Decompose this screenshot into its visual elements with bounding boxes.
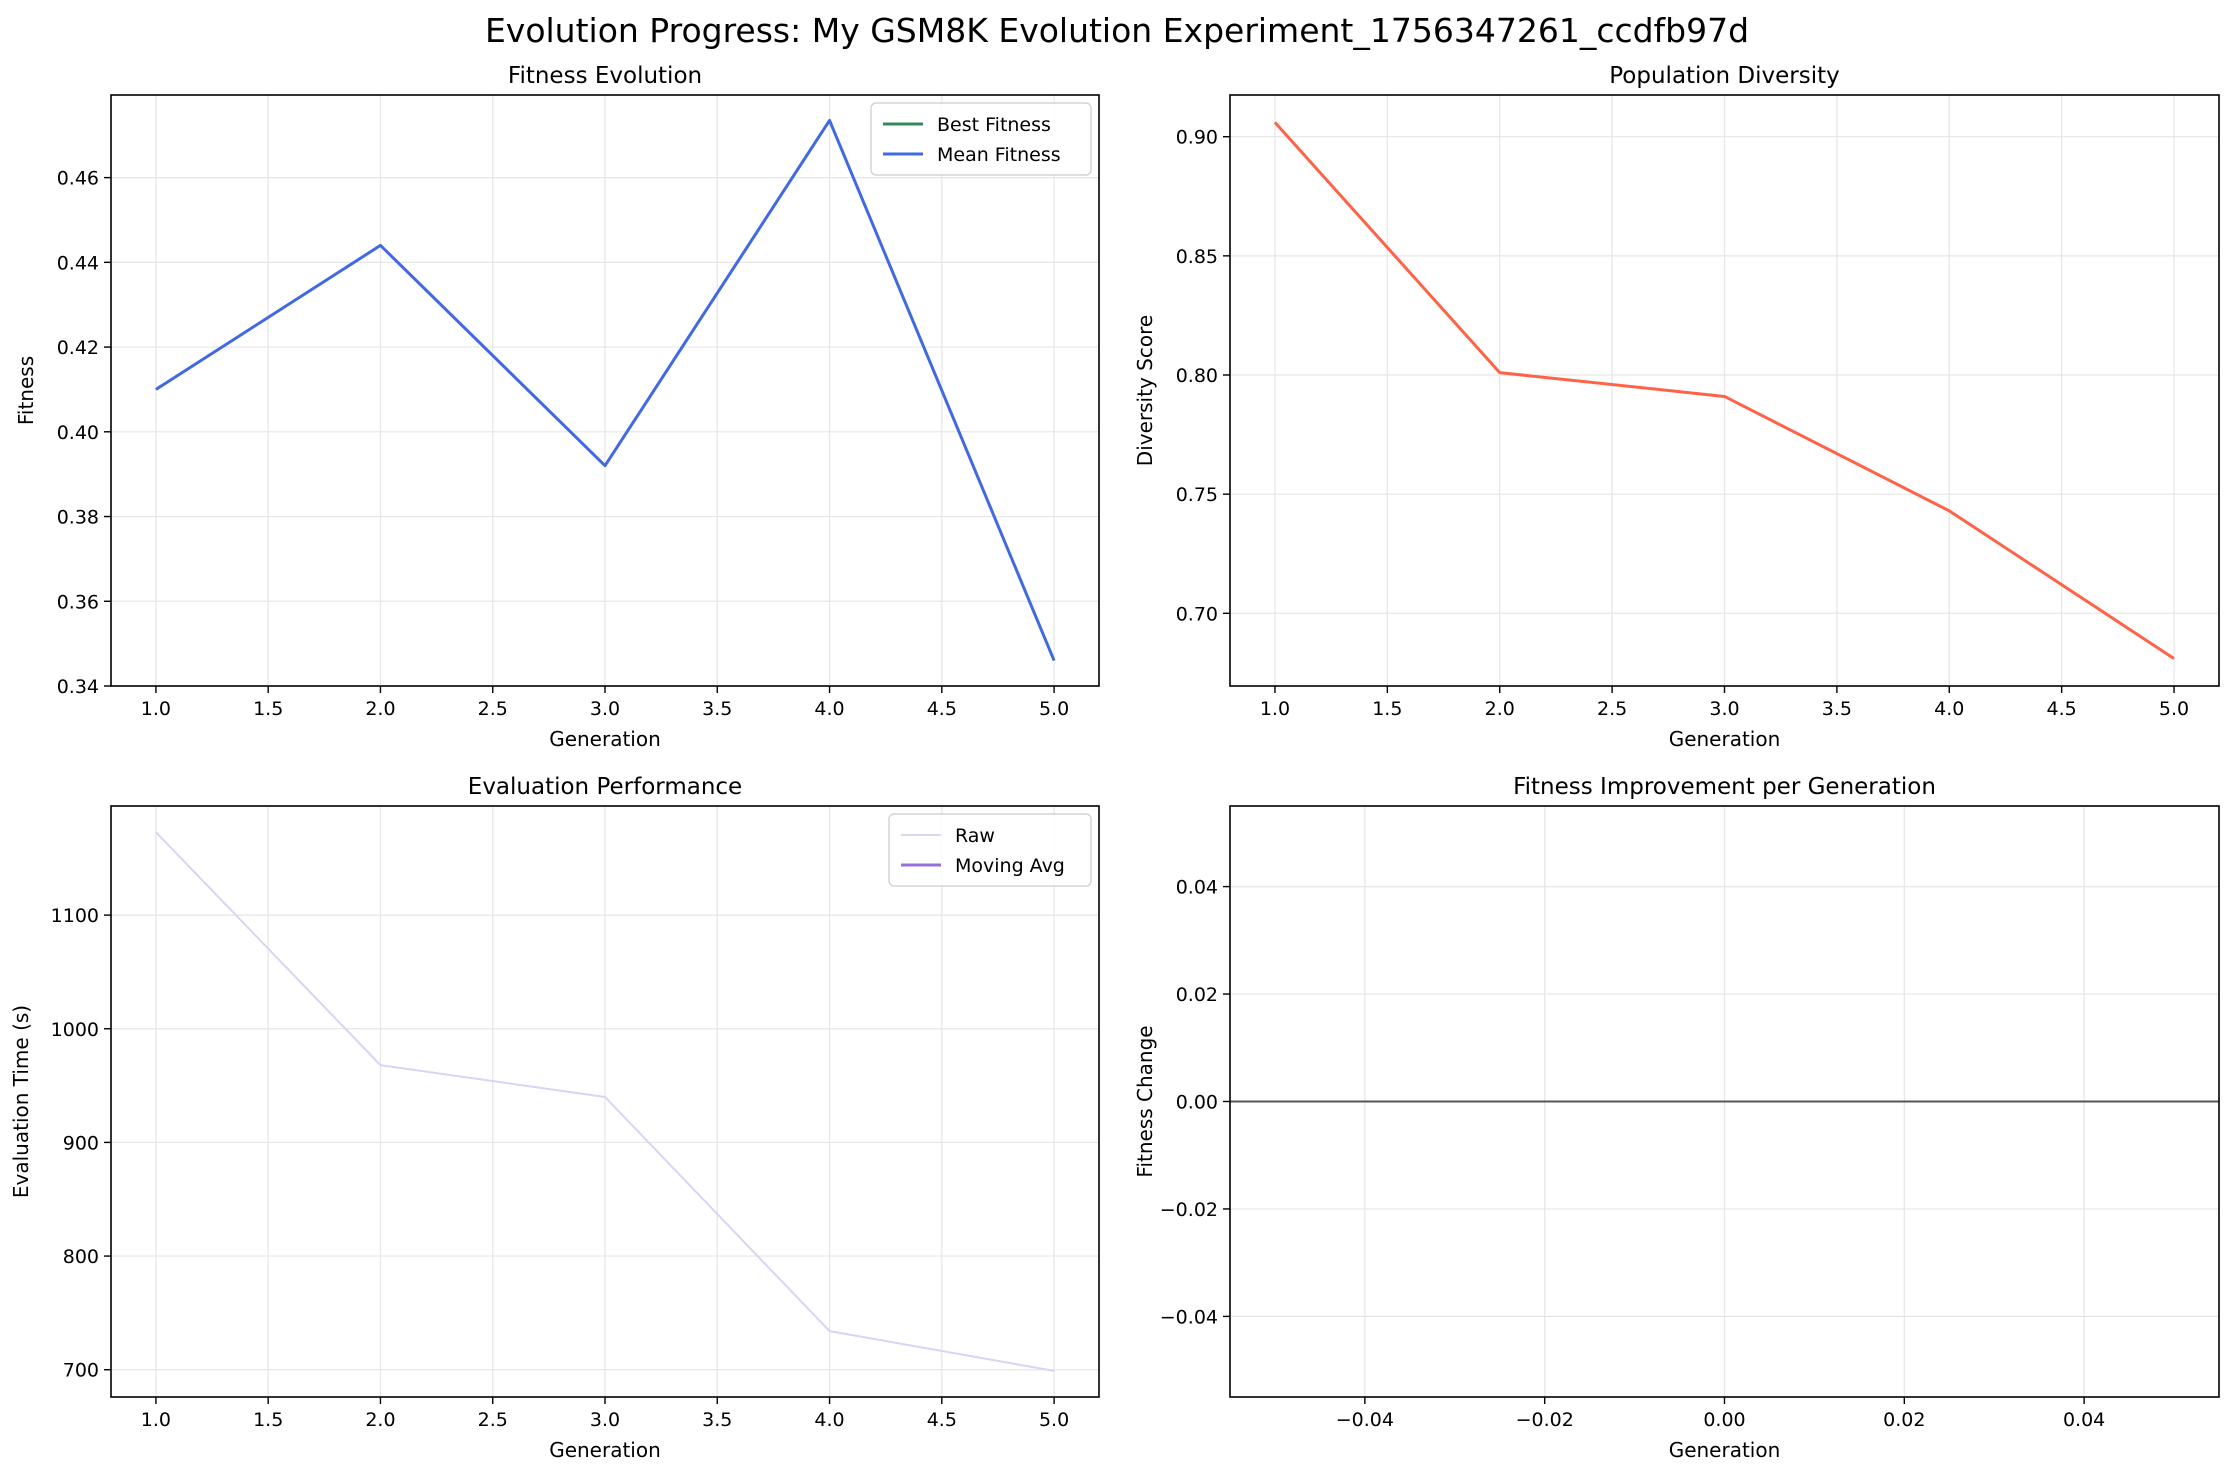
x-tick-label: 2.0 (365, 698, 395, 720)
y-tick-label: 0.00 (1176, 1092, 1218, 1114)
legend-box (870, 102, 1092, 176)
subplot-title: Population Diversity (1609, 63, 1839, 89)
x-tick-label: 4.0 (814, 1409, 844, 1431)
legend: Best Fitness Mean Fitness (870, 102, 1092, 176)
y-tick-label: 1000 (51, 1019, 99, 1041)
legend-label: Moving Avg (955, 855, 1065, 877)
x-tick-label: 1.0 (141, 698, 171, 720)
y-tick-label: 0.34 (57, 676, 99, 698)
x-tick-label: 3.0 (590, 1409, 620, 1431)
y-tick-label: 0.36 (57, 591, 99, 613)
x-axis-label: Generation (549, 1438, 661, 1462)
series-line-raw (155, 831, 1055, 1372)
y-tick-label: 0.40 (57, 422, 99, 444)
y-tick-label: 0.70 (1176, 603, 1218, 625)
y-tick-label: −0.04 (1160, 1306, 1218, 1328)
x-tick-label: −0.02 (1516, 1409, 1574, 1431)
legend-label: Best Fitness (937, 114, 1051, 136)
y-tick-label: 0.90 (1176, 127, 1218, 149)
y-tick-label: −0.02 (1160, 1199, 1218, 1221)
y-tick-label: 800 (63, 1246, 99, 1268)
x-tick-label: 4.0 (814, 698, 844, 720)
y-tick-label: 0.42 (57, 337, 99, 359)
legend-box (888, 813, 1092, 887)
y-tick-label: 0.38 (57, 507, 99, 529)
x-tick-label: 1.5 (253, 698, 283, 720)
y-tick-label: 0.44 (57, 252, 99, 274)
subplot-1: 1.0 1.5 2.0 2.5 3.0 3.5 4.0 4.5 5.0 0.34 0.36 0.38 0… (14, 63, 1100, 751)
x-tick-label: 5.0 (2159, 698, 2189, 720)
x-tick-label: 4.5 (927, 1409, 957, 1431)
subplot-title: Fitness Improvement per Generation (1513, 774, 1936, 800)
legend-label: Mean Fitness (937, 144, 1061, 166)
x-tick-label: 0.02 (1883, 1409, 1925, 1431)
y-axis-label: Fitness Change (1133, 1025, 1157, 1177)
legend: Raw Moving Avg (888, 813, 1092, 887)
y-axis-label: Diversity Score (1133, 315, 1157, 466)
x-tick-label: 2.0 (1485, 698, 1515, 720)
x-axis-label: Generation (1669, 1438, 1781, 1462)
x-tick-label: 5.0 (1039, 698, 1069, 720)
x-tick-label: 1.0 (141, 1409, 171, 1431)
figure-title: Evolution Progress: My GSM8K Evolution E… (485, 11, 1749, 50)
series-line-data (1273, 121, 2175, 660)
x-tick-label: −0.04 (1336, 1409, 1394, 1431)
x-tick-label: 3.0 (1709, 698, 1739, 720)
y-tick-label: 1100 (51, 905, 99, 927)
y-tick-label: 0.02 (1176, 984, 1218, 1006)
x-tick-label: 1.5 (1372, 698, 1402, 720)
subplot-title: Evaluation Performance (468, 774, 742, 800)
y-tick-label: 700 (63, 1360, 99, 1382)
x-axis-label: Generation (549, 727, 661, 751)
y-axis-label: Evaluation Time (s) (9, 1005, 33, 1198)
x-tick-label: 4.0 (1934, 698, 1964, 720)
x-tick-label: 1.5 (253, 1409, 283, 1431)
y-tick-label: 0.04 (1176, 877, 1218, 899)
x-tick-label: 1.0 (1260, 698, 1290, 720)
x-tick-label: 3.0 (590, 698, 620, 720)
x-tick-label: 2.5 (478, 1409, 508, 1431)
subplot-title: Fitness Evolution (508, 63, 702, 89)
x-tick-label: 3.5 (1822, 698, 1852, 720)
y-tick-label: 0.80 (1176, 365, 1218, 387)
y-tick-label: 900 (63, 1132, 99, 1154)
y-tick-label: 0.75 (1176, 484, 1218, 506)
y-tick-label: 0.85 (1176, 246, 1218, 268)
legend-label: Raw (955, 825, 995, 847)
x-tick-label: 2.0 (365, 1409, 395, 1431)
x-tick-label: 3.5 (702, 1409, 732, 1431)
x-tick-label: 0.04 (2063, 1409, 2105, 1431)
x-tick-label: 2.5 (478, 698, 508, 720)
subplot-3: 1.0 1.5 2.0 2.5 3.0 3.5 4.0 4.5 5.0 700 800 900 1000… (9, 774, 1100, 1462)
x-tick-label: 2.5 (1597, 698, 1627, 720)
x-tick-label: 4.5 (927, 698, 957, 720)
x-axis-label: Generation (1669, 727, 1781, 751)
subplot-2: 1.0 1.5 2.0 2.5 3.0 3.5 4.0 4.5 5.0 0.70 0.75 0.80 0… (1133, 63, 2220, 751)
x-tick-label: 3.5 (702, 698, 732, 720)
x-tick-label: 0.00 (1703, 1409, 1745, 1431)
y-axis-label: Fitness (14, 356, 38, 425)
y-tick-label: 0.46 (57, 168, 99, 190)
x-tick-label: 5.0 (1039, 1409, 1069, 1431)
series-line-mean-fitness (155, 118, 1056, 662)
x-tick-label: 4.5 (2047, 698, 2077, 720)
subplot-4: −0.04 −0.02 0.00 0.02 0.04 −0.04 −0.02 0.00 0.02… (1133, 774, 2220, 1462)
